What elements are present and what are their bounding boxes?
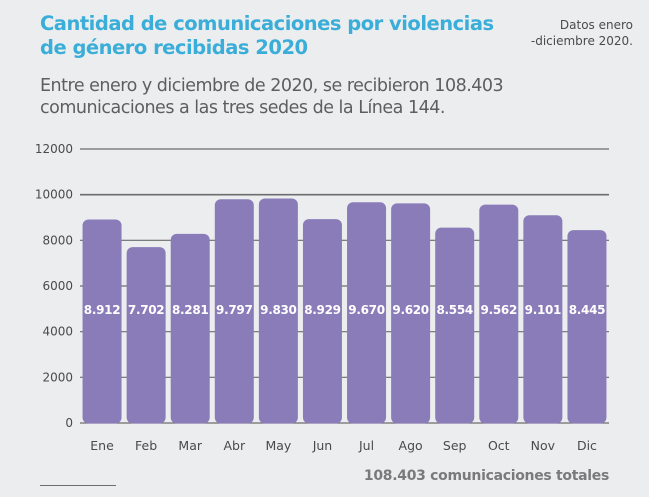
bar-jul (347, 202, 387, 424)
bar-value-label: 9.620 (392, 303, 428, 317)
chart-subtitle: Entre enero y diciembre de 2020, se reci… (40, 76, 504, 118)
y-tick-label: 4000 (42, 325, 73, 339)
x-tick-label: Ene (90, 438, 114, 453)
x-tick-label: May (265, 438, 291, 453)
x-tick-label: Jun (312, 438, 333, 453)
chart-title: Cantidad de comunicaciones por violencia… (40, 12, 494, 59)
x-tick-label: Nov (531, 438, 556, 453)
bar-nov (523, 215, 563, 424)
x-tick-label: Abr (223, 438, 245, 453)
bars (82, 198, 607, 424)
bar-dic (567, 230, 607, 424)
bar-ene (82, 219, 122, 424)
y-tick-label: 0 (65, 416, 73, 430)
bar-value-label: 9.797 (216, 303, 252, 317)
bar-may (258, 198, 298, 424)
gridlines (80, 148, 609, 424)
y-tick-label: 12000 (35, 142, 73, 156)
y-tick-label: 6000 (42, 279, 73, 293)
y-axis-ticks: 0 2000 4000 6000 8000 10000 12000 (35, 142, 73, 430)
bar-value-label: 9.562 (481, 303, 517, 317)
bar-value-label: 8.554 (436, 303, 472, 317)
y-tick-label: 10000 (35, 188, 73, 202)
bar-value-label: 9.101 (525, 303, 561, 317)
x-tick-label: Oct (488, 438, 510, 453)
x-axis-labels: Ene Feb Mar Abr May Jun Jul Ago Sep Oct Nov Dic (90, 438, 597, 453)
bar-value-label: 8.929 (304, 303, 340, 317)
note-line-1: Datos enero (559, 18, 633, 32)
bar-feb (126, 247, 166, 424)
bar-oct (479, 204, 519, 424)
note-line-2: -diciembre 2020. (530, 34, 633, 48)
total-communications: 108.403 comunicaciones totales (363, 468, 609, 484)
y-tick-label: 8000 (42, 233, 73, 247)
bar-abr (214, 199, 254, 424)
bar-value-label: 9.670 (348, 303, 384, 317)
data-period-note: Datos enero -diciembre 2020. (513, 17, 633, 49)
x-tick-label: Jul (358, 438, 374, 453)
bar-value-label: 8.281 (172, 303, 208, 317)
bar-value-label: 7.702 (128, 303, 164, 317)
bar-value-label: 9.830 (260, 303, 296, 317)
footer-divider (40, 485, 116, 486)
x-tick-label: Dic (577, 438, 597, 453)
value-labels: 8.912 7.702 8.281 9.797 9.830 8.929 9.670 9.620… (84, 303, 606, 317)
x-tick-label: Mar (178, 438, 202, 453)
bar-ago (391, 203, 431, 424)
x-tick-label: Sep (443, 438, 467, 453)
y-tick-label: 2000 (42, 370, 73, 384)
bar-value-label: 8.445 (569, 303, 605, 317)
bar-mar (170, 233, 210, 424)
x-tick-label: Ago (399, 438, 423, 453)
x-tick-label: Feb (135, 438, 157, 453)
bar-jun (302, 219, 342, 424)
bar-sep (435, 227, 475, 424)
bar-value-label: 8.912 (84, 303, 120, 317)
